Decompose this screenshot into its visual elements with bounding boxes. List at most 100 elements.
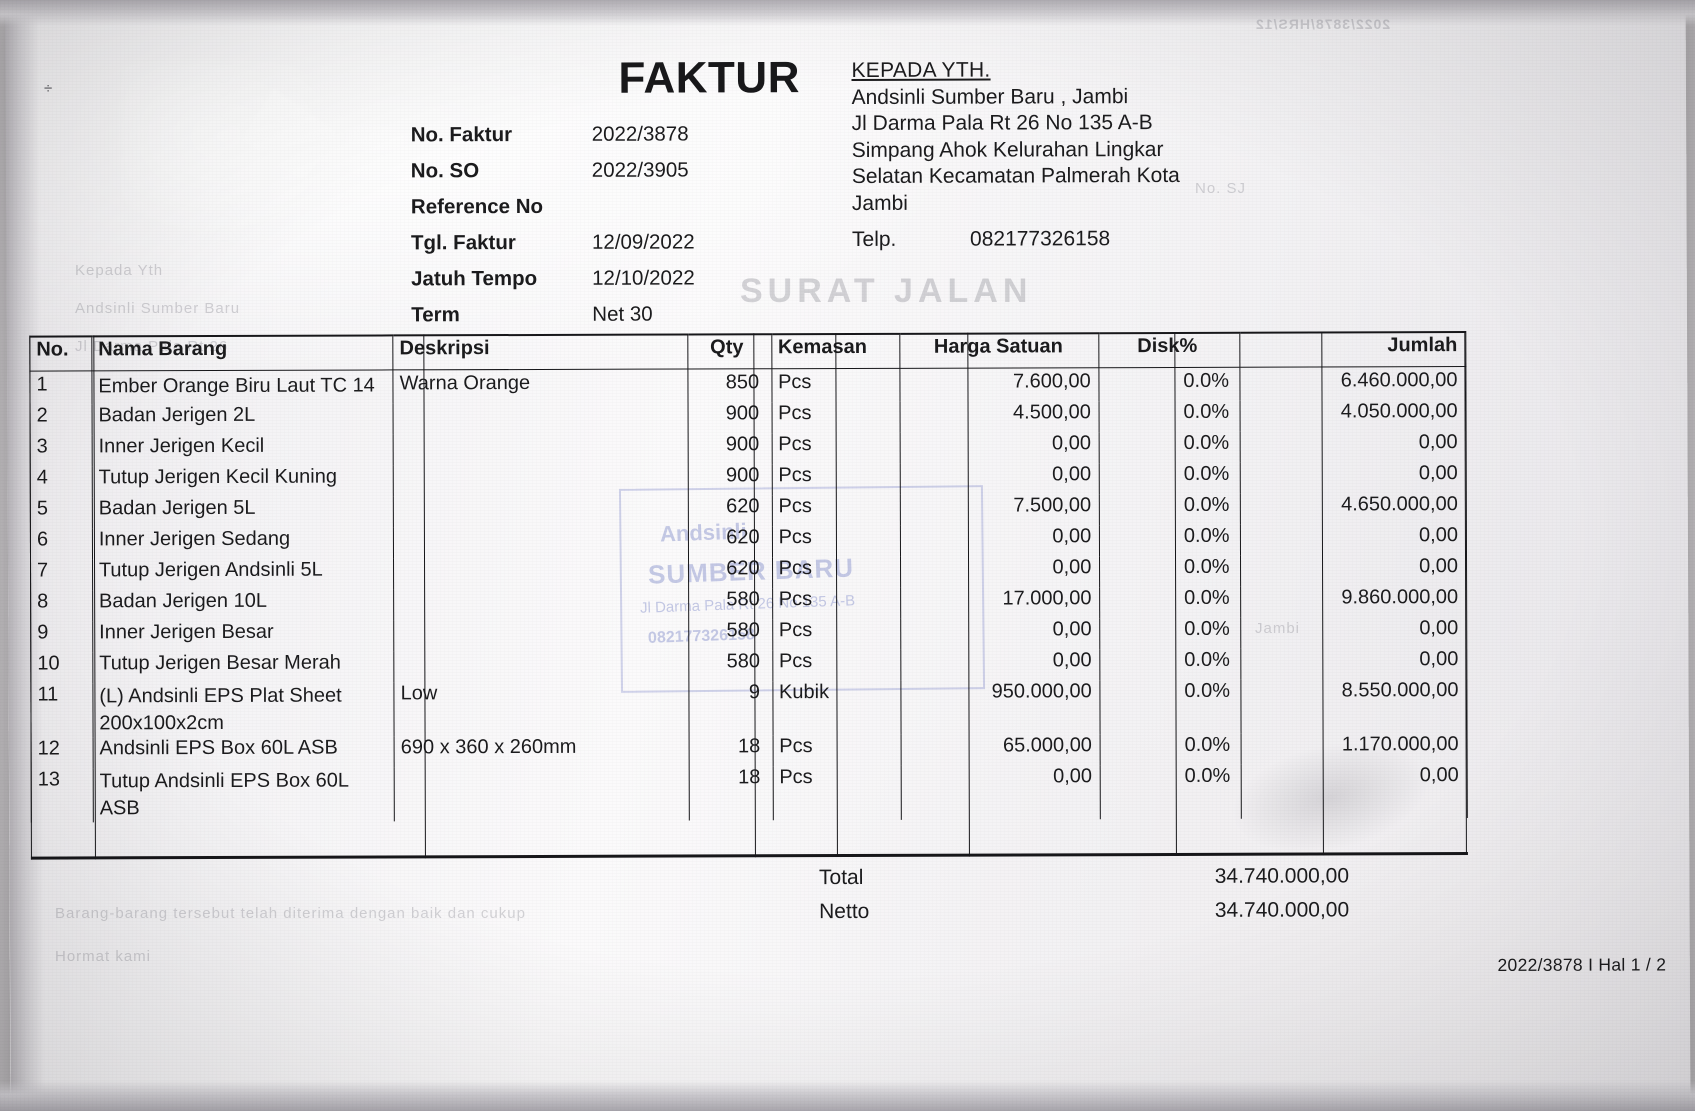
cell-nama: Tutup Andsinli EPS Box 60L ASB (93, 767, 395, 823)
cell-qty: 850 (688, 368, 772, 403)
cell-harga: 0,00 (900, 618, 1101, 650)
cell-nama: Badan Jerigen 5L (92, 496, 394, 529)
cell-harga: 950.000,00 (900, 680, 1101, 735)
cell-deskripsi (394, 766, 690, 822)
cell-jumlah: 0,00 (1239, 524, 1467, 556)
cell-kemasan: Pcs (772, 556, 901, 589)
cell-kemasan: Pcs (771, 463, 901, 496)
col-header-kemasan: Kemasan (771, 333, 900, 369)
cell-harga: 0,00 (900, 525, 1100, 557)
cell-no: 8 (30, 590, 93, 622)
recipient-line-1: Andsinli Sumber Baru , Jambi (851, 84, 1129, 109)
phone-label: Telp. (851, 227, 897, 251)
cell-jumlah: 0,00 (1240, 764, 1468, 819)
cell-jumlah: 1.170.000,00 (1240, 733, 1468, 765)
cell-kemasan: Pcs (772, 649, 901, 682)
table-row: 5 Badan Jerigen 5L 620 Pcs 7.500,00 0.0%… (30, 493, 1467, 529)
cell-harga: 0,00 (900, 556, 1100, 588)
table-row: 9 Inner Jerigen Besar 580 Pcs 0,00 0.0% … (30, 617, 1467, 653)
cell-deskripsi (393, 433, 689, 466)
cell-harga: 0,00 (899, 432, 1100, 464)
cell-nama: Inner Jerigen Besar (92, 620, 394, 653)
netto-value: 34.740.000,00 (1214, 898, 1350, 922)
cell-disk: 0.0% (1100, 679, 1241, 735)
table-row: 7 Tutup Jerigen Andsinli 5L 620 Pcs 0,00… (30, 555, 1467, 591)
meta-label-jatuh-tempo: Jatuh Tempo (411, 266, 538, 291)
cell-disk: 0.0% (1099, 462, 1240, 495)
cell-nama: Badan Jerigen 2L (91, 403, 394, 436)
scan-smudge-mark: ÷ (44, 80, 53, 97)
line-items-table: No. Nama Barang Deskripsi Qty Kemasan Ha… (29, 331, 1468, 823)
page-footer: 2022/3878 I Hal 1 / 2 (1497, 954, 1667, 975)
recipient-line-3: Simpang Ahok Kelurahan Lingkar (851, 137, 1164, 162)
paper-crease-highlight (120, 60, 380, 250)
meta-label-term: Term (411, 303, 460, 327)
cell-harga: 65.000,00 (900, 734, 1101, 766)
cell-nama: Inner Jerigen Sedang (92, 527, 394, 560)
cell-harga: 17.000,00 (900, 587, 1101, 619)
cell-nama: Inner Jerigen Kecil (92, 434, 394, 467)
cell-nama: Tutup Jerigen Besar Merah (92, 651, 395, 684)
col-header-jumlah: Jumlah (1239, 332, 1466, 368)
cell-nama: Tutup Jerigen Kecil Kuning (92, 465, 394, 498)
meta-label-tgl-faktur: Tgl. Faktur (410, 231, 516, 255)
cell-qty: 18 (689, 766, 773, 821)
cell-qty: 900 (688, 402, 772, 434)
cell-no: 11 (30, 683, 93, 738)
cell-no: 1 (29, 370, 92, 405)
bleed-through-left-2: Andsinli Sumber Baru (75, 300, 241, 317)
cell-disk: 0.0% (1099, 400, 1240, 433)
cell-deskripsi (393, 650, 690, 683)
table-row: 1 Ember Orange Biru Laut TC 14 Warna Ora… (29, 366, 1467, 405)
cell-nama: Andsinli EPS Box 60L ASB (92, 736, 395, 769)
meta-value-term: Net 30 (592, 302, 653, 326)
cell-no: 7 (30, 559, 93, 591)
line-items-body: 1 Ember Orange Biru Laut TC 14 Warna Ora… (29, 366, 1468, 823)
cell-deskripsi (393, 557, 689, 590)
meta-label-reference-no: Reference No (410, 194, 544, 219)
cell-qty: 580 (688, 588, 773, 620)
table-row: 3 Inner Jerigen Kecil 900 Pcs 0,00 0.0% … (30, 431, 1467, 467)
table-row: 8 Badan Jerigen 10L 580 Pcs 17.000,00 0.… (30, 586, 1467, 622)
cell-disk: 0.0% (1099, 555, 1241, 588)
cell-disk: 0.0% (1100, 648, 1241, 681)
cell-disk: 0.0% (1100, 617, 1241, 650)
cell-deskripsi (393, 526, 689, 559)
col-header-nama: Nama Barang (91, 335, 394, 371)
table-row: 11 (L) Andsinli EPS Plat Sheet 200x100x2… (30, 679, 1468, 738)
cell-qty: 9 (689, 681, 773, 736)
meta-value-no-so: 2022/3905 (591, 158, 689, 182)
cell-deskripsi (393, 402, 689, 435)
cell-harga: 4.500,00 (899, 401, 1100, 433)
cell-no: 6 (30, 528, 93, 560)
paper-top-edge-shadow (0, 0, 1695, 26)
bleed-through-left-1: Kepada Yth (75, 262, 164, 279)
table-row: 2 Badan Jerigen 2L 900 Pcs 4.500,00 0.0%… (30, 400, 1467, 436)
cell-harga: 0,00 (900, 649, 1101, 681)
cell-jumlah: 0,00 (1239, 431, 1467, 463)
table-header-row: No. Nama Barang Deskripsi Qty Kemasan Ha… (29, 332, 1466, 372)
meta-label-no-so: No. SO (410, 159, 480, 183)
cell-kemasan: Pcs (771, 401, 900, 434)
cell-disk: 0.0% (1100, 764, 1241, 820)
paper-bottom-edge-shadow (0, 1081, 1695, 1111)
cell-deskripsi: 690 x 360 x 260mm (394, 735, 690, 768)
cell-qty: 580 (689, 650, 773, 682)
bleed-through-surat-jalan: SURAT JALAN (740, 272, 1033, 310)
cell-no: 3 (30, 435, 93, 467)
cell-disk: 0.0% (1099, 431, 1240, 464)
cell-disk: 0.0% (1099, 586, 1241, 619)
cell-nama: Badan Jerigen 10L (92, 589, 394, 622)
cell-qty: 620 (688, 495, 773, 527)
meta-value-tgl-faktur: 12/09/2022 (591, 230, 695, 254)
cell-nama: (L) Andsinli EPS Plat Sheet 200x100x2cm (92, 682, 395, 738)
cell-jumlah: 6.460.000,00 (1239, 366, 1467, 401)
cell-no: 5 (30, 497, 93, 529)
cell-no: 2 (30, 404, 93, 436)
cell-nama: Tutup Jerigen Andsinli 5L (92, 558, 394, 591)
cell-disk: 0.0% (1099, 367, 1240, 402)
cell-qty: 620 (688, 526, 773, 558)
cell-qty: 580 (689, 619, 773, 651)
total-value: 34.740.000,00 (1214, 864, 1350, 888)
